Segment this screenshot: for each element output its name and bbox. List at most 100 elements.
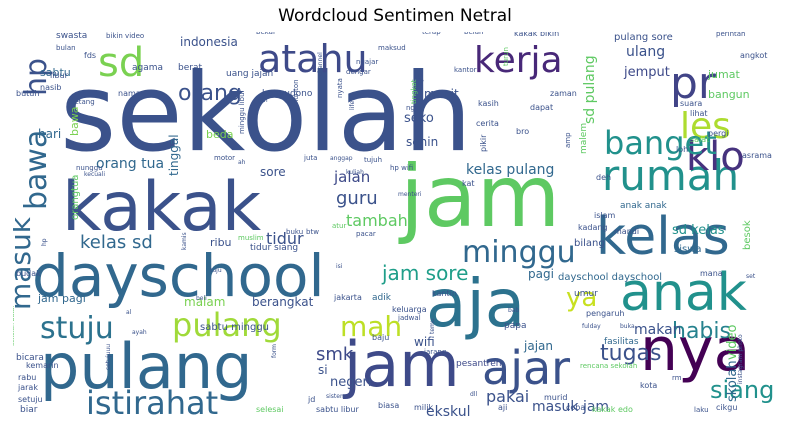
word-setujuuu: setujuuu <box>105 344 112 370</box>
word-laku: laku <box>694 406 709 414</box>
word-bangun: bangun <box>708 88 750 101</box>
word-jakarta: jakarta <box>333 293 362 302</box>
word-salat: salat <box>690 135 709 144</box>
word-angkot: angkot <box>740 51 767 60</box>
word-terap: terap <box>422 32 441 36</box>
word-kantin: kantin <box>432 289 457 298</box>
word-bicara: bicara <box>16 353 44 363</box>
word-motor: motor <box>214 154 235 162</box>
word-ayah: ayah <box>132 329 147 336</box>
word-setuju: setuju <box>18 395 43 404</box>
word-jam-pagi: jam pagi <box>37 292 86 305</box>
word-beda: beda <box>206 128 233 141</box>
word-pulang: pulang <box>172 306 282 344</box>
word-stuju: stuju <box>40 311 114 346</box>
word-si: si <box>318 363 328 377</box>
word-berat: berat <box>178 63 202 73</box>
word-minggu: minggu <box>462 235 576 270</box>
word-kelas-pulang: kelas pulang <box>466 162 554 178</box>
word-mana: mana <box>700 269 723 278</box>
word-jemput: jemput <box>623 65 670 80</box>
word-menit: menit <box>424 87 459 101</box>
word-kota: kota <box>640 381 657 390</box>
word-bulan: bulan <box>56 44 76 52</box>
word-pr: pr <box>670 58 717 109</box>
word-kakak: kakak <box>62 168 262 247</box>
word-ekskul: ekskul <box>426 404 470 418</box>
word-jum: jum <box>427 93 439 100</box>
word-masuk-jam: masuk jam <box>532 399 609 415</box>
word-murid: murid <box>544 393 567 402</box>
word-temu: temu <box>429 318 436 334</box>
word-pulang: pulang <box>40 330 253 403</box>
word-jam: jam <box>342 328 460 401</box>
word-hp-wifi: hp wifi <box>390 164 413 172</box>
word-ulang: ulang <box>626 44 665 60</box>
word-sd-kelas: sd kelas <box>672 223 725 238</box>
word-kemarin: kemarin <box>26 361 59 370</box>
word-fasilitas: fasilitas <box>604 337 639 347</box>
word-makan: makan <box>634 322 682 338</box>
word-pulang-sore: pulang sore <box>614 32 673 43</box>
word-channel: channel <box>317 52 324 76</box>
word-bikin-video: bikin video <box>106 32 144 40</box>
word-sore: sore <box>260 165 286 179</box>
word-menteri: menteri <box>398 191 422 198</box>
word-dayschool: dayschool <box>32 242 325 310</box>
word-bekal: bekal <box>256 32 275 36</box>
word-baju: baju <box>372 333 389 342</box>
word-biar: biar <box>20 405 38 415</box>
word-beli: beli <box>196 295 207 302</box>
word-cikgu: cikgu <box>716 403 737 412</box>
word-muslim: muslim <box>238 234 264 242</box>
word-mah: mah <box>340 310 402 343</box>
word-orangtua: orangtua <box>70 175 81 220</box>
word-orang-tua: orang tua <box>96 156 164 172</box>
word-mandi: mandi <box>614 227 639 236</box>
word-pikir: pikir <box>479 134 488 152</box>
word-keluarga: keluarga <box>392 305 427 314</box>
word-hari: hari <box>38 127 61 141</box>
word-dayschool-dayschool: dayschool dayschool <box>558 272 662 283</box>
word-jam: jam <box>398 147 560 247</box>
word-asrama: asrama <box>742 151 772 160</box>
word-tidur-siang: tidur siang <box>250 243 298 253</box>
word-sabtu: sabtu <box>40 66 71 79</box>
word-perintah: perintah <box>716 32 745 38</box>
word-bro: bro <box>516 127 529 136</box>
word-kamis: kamis <box>181 232 188 250</box>
word-belah: belah <box>464 32 483 36</box>
word-sd: sd <box>98 40 144 86</box>
word-guru: guru <box>336 188 378 209</box>
word-pakai: pakai <box>486 387 529 406</box>
word-biasa: biasa <box>378 401 399 410</box>
word-jadwal: jadwal <box>397 314 421 322</box>
word-kakak-edo: kakak edo <box>592 405 633 414</box>
word-tidur: tidur <box>266 229 304 248</box>
word-loh: loh <box>676 145 688 154</box>
word-pesantren: pesantren <box>456 359 501 369</box>
word-smk: smk <box>316 344 354 365</box>
word-btw: btw <box>306 228 319 236</box>
word-life: life <box>349 101 356 110</box>
word-deh: deh <box>596 173 611 182</box>
word-tuju: tuju <box>210 267 222 274</box>
word-negeri: negeri <box>330 375 371 390</box>
word-ajar: ajar <box>482 341 570 395</box>
word-dapat: dapat <box>530 103 553 112</box>
word-pergi: pergi <box>708 129 728 138</box>
word-ngajar: ngajar <box>356 58 378 66</box>
word-islam: islam <box>594 211 616 220</box>
word-tinggal: tinggal <box>167 134 181 176</box>
word-skolah: skolah <box>725 360 740 402</box>
word-habis: habis <box>672 319 731 344</box>
word-adik: adik <box>372 293 392 303</box>
word-turun: turun <box>502 47 510 66</box>
word-jumat: jumat <box>707 68 740 81</box>
word-senin: senin <box>406 135 438 149</box>
word-buku: buku <box>286 228 303 236</box>
word-kadang: kadang <box>578 223 608 232</box>
word-kelas-sd: kelas sd <box>80 232 153 253</box>
word-anggap: anggap <box>330 155 353 162</box>
word-swasta: swasta <box>56 32 87 41</box>
